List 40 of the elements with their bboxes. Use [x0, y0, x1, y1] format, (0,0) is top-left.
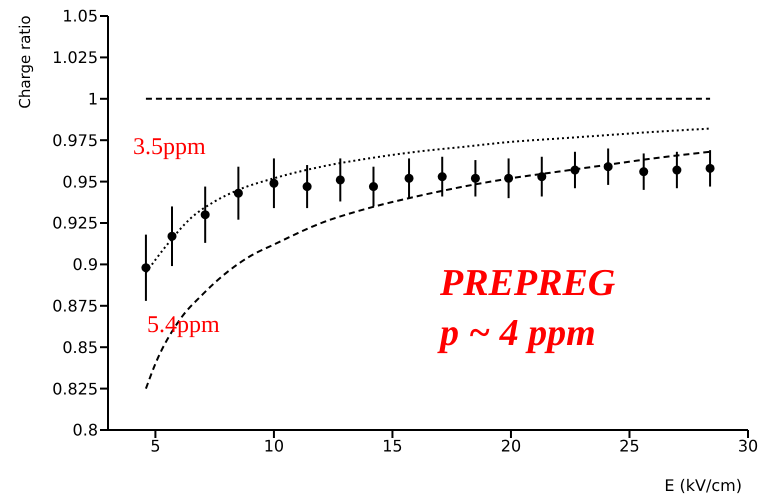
- annotation: PREPREG: [440, 262, 616, 306]
- point: [706, 164, 715, 173]
- x-tick-label: 5: [150, 436, 160, 456]
- y-tick-label: 0.8: [72, 420, 98, 440]
- point: [570, 166, 580, 175]
- y-tick-label: 0.875: [52, 296, 98, 316]
- x-tick-label: 20: [500, 436, 522, 456]
- y-axis-title: Charge ratio: [16, 15, 34, 109]
- point: [269, 178, 278, 188]
- y-tick-label: 0.85: [62, 338, 98, 357]
- point: [167, 232, 177, 241]
- y-tick-label: 0.975: [52, 130, 98, 150]
- point: [200, 210, 210, 220]
- x-axis-title: E (kV/cm): [664, 476, 742, 495]
- y-tick-label: 1: [88, 89, 98, 108]
- point: [639, 167, 648, 176]
- x-tick-label: 10: [264, 436, 284, 456]
- point: [368, 182, 378, 192]
- x-tick-label: 30: [738, 436, 758, 456]
- y-tick-label: 1.05: [62, 6, 98, 26]
- annotation: 3.5ppm: [133, 134, 206, 162]
- point: [537, 172, 546, 182]
- point: [672, 166, 682, 175]
- point: [404, 174, 414, 183]
- point: [438, 172, 447, 182]
- point: [470, 174, 480, 183]
- point: [141, 263, 150, 272]
- x-tick-label: 25: [619, 436, 640, 456]
- y-tick-label: 0.825: [52, 379, 98, 398]
- point: [604, 162, 613, 172]
- y-tick-label: 1.025: [52, 48, 98, 68]
- x-tick-label: 15: [382, 436, 403, 456]
- y-tick-label: 0.95: [62, 172, 98, 192]
- point: [234, 188, 243, 198]
- y-tick-label: 0.925: [52, 214, 98, 233]
- annotation: 5.4ppm: [147, 312, 220, 340]
- y-tick-label: 0.9: [72, 255, 98, 274]
- point: [504, 174, 514, 183]
- point: [302, 182, 312, 192]
- point: [336, 175, 345, 184]
